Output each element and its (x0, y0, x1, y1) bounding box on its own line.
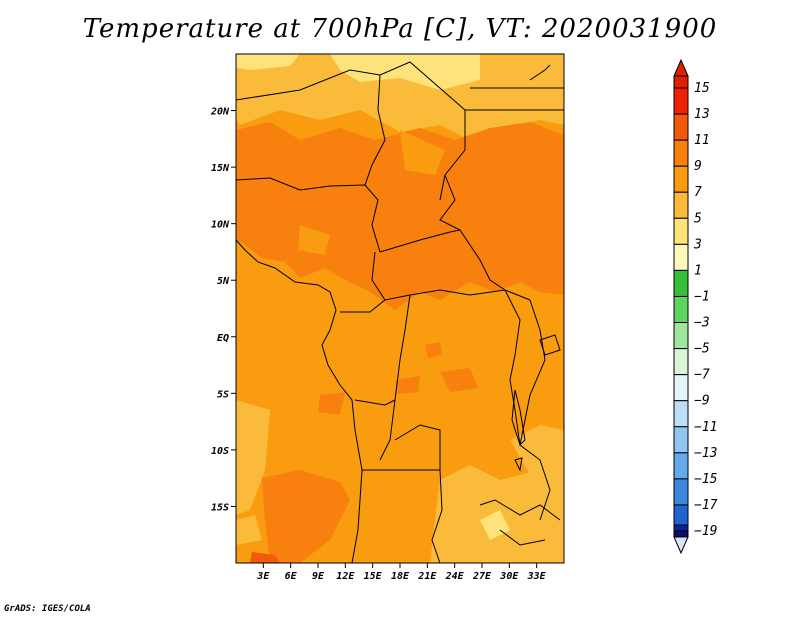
colorbar-label: 3 (693, 237, 702, 252)
grads-credit: GrADS: IGES/COLA (4, 604, 91, 614)
map-title: Temperature at 700hPa [C], VT: 202003190… (82, 14, 718, 44)
colorbar-label: 5 (694, 211, 702, 226)
colorbar-box (673, 75, 689, 89)
colorbar-box (673, 139, 689, 167)
colorbar-label: −11 (694, 420, 717, 435)
colorbar-label: −13 (694, 446, 717, 461)
lon-tick-label: 30E (499, 571, 519, 582)
lat-tick-label: EQ (217, 333, 229, 344)
longitude-axis: 3E 6E 9E 12E 15E 18E 21E 24E 27E 30E 33E (256, 563, 547, 582)
latitude-axis: 20N 15N 10N 5N EQ 5S 10S 15S (210, 107, 236, 513)
colorbar-box (673, 243, 689, 271)
colorbar-box (673, 400, 689, 428)
lon-tick-label: 12E (336, 571, 355, 582)
colorbar-label: −9 (694, 394, 710, 409)
colorbar-box (673, 295, 689, 324)
colorbar-label: 9 (694, 159, 702, 174)
colorbar-label: −17 (694, 498, 718, 513)
lon-tick-label: 18E (391, 571, 410, 582)
colorbar-label: −7 (694, 368, 710, 383)
colorbar-label: 7 (694, 185, 702, 200)
colorbar-bottom-arrow (673, 536, 689, 555)
colorbar-label: −19 (694, 524, 717, 539)
lon-tick-label: 21E (417, 571, 437, 582)
colorbar-label: −15 (694, 472, 718, 487)
colorbar-box (673, 374, 689, 402)
colorbar-label: −1 (694, 289, 710, 304)
colorbar-label: −3 (694, 316, 710, 331)
lat-tick-label: 5S (217, 389, 229, 400)
colorbar-label: −5 (694, 342, 710, 357)
lat-tick-label: 5N (217, 276, 230, 287)
lat-tick-label: 10N (211, 220, 230, 231)
colorbar-box (673, 217, 689, 245)
colorbar-box (673, 87, 689, 115)
lon-tick-label: 15E (364, 571, 383, 582)
lon-tick-label: 3E (256, 571, 270, 582)
colorbar-box (673, 348, 689, 376)
colorbar-label: 15 (694, 81, 710, 96)
colorbar-label: 11 (694, 133, 710, 148)
lat-tick-label: 20N (210, 107, 230, 118)
colorbar-box (673, 524, 689, 532)
lat-tick-label: 10S (211, 446, 229, 457)
colorbar-box (673, 269, 689, 297)
colorbar-box (673, 165, 689, 193)
colorbar-box (673, 426, 689, 454)
colorbar-label: 13 (694, 107, 710, 122)
lon-tick-label: 33E (527, 571, 547, 582)
lon-tick-label: 6E (285, 571, 298, 582)
lon-tick-label: 27E (472, 571, 492, 582)
country-borders (236, 61, 564, 563)
colorbar-label: 1 (694, 263, 702, 278)
colorbar-box (673, 191, 689, 219)
colorbar-box (673, 113, 689, 141)
colorbar-top-arrow (673, 58, 689, 77)
lon-tick-label: 24E (445, 571, 465, 582)
colorbar-box (673, 452, 689, 480)
lat-tick-label: 15N (211, 163, 230, 174)
lon-tick-label: 9E (312, 571, 325, 582)
lat-tick-label: 15S (211, 502, 229, 513)
colorbar-box (673, 478, 689, 506)
colorbar-box (673, 322, 689, 350)
colorbar-box (673, 530, 689, 538)
colorbar: 15 13 11 9 7 5 3 1 −1 −3 −5 −7 −9 −11 −13 −15 −17 −19 (673, 58, 718, 555)
